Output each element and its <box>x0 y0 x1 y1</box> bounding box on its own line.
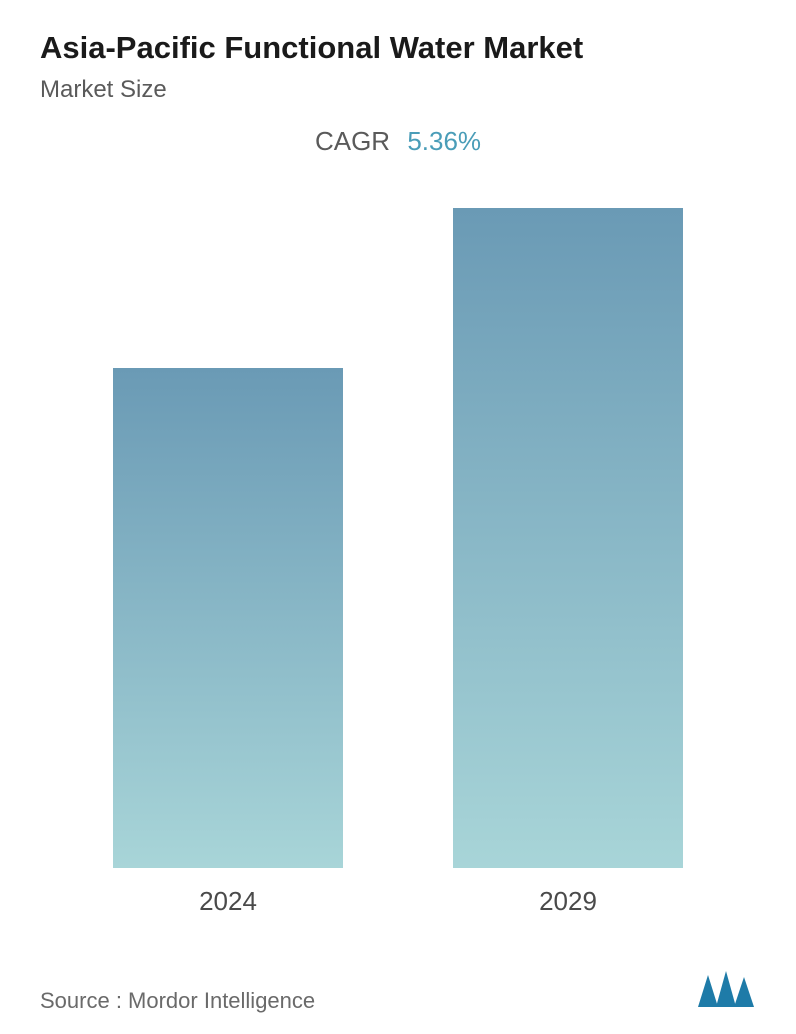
chart-area: 2024 2029 <box>40 197 756 937</box>
bar-group-0: 2024 <box>113 197 343 917</box>
logo-icon <box>696 967 756 1009</box>
bar-group-1: 2029 <box>453 197 683 917</box>
chart-container: Asia-Pacific Functional Water Market Mar… <box>0 0 796 1034</box>
bar-label-0: 2024 <box>199 886 257 917</box>
chart-subtitle: Market Size <box>40 76 756 104</box>
source-text: Source : Mordor Intelligence <box>40 988 315 1014</box>
logo <box>696 967 756 1014</box>
bar-0 <box>113 368 343 868</box>
chart-title: Asia-Pacific Functional Water Market <box>40 30 756 66</box>
footer: Source : Mordor Intelligence <box>40 937 756 1014</box>
bar-1 <box>453 208 683 868</box>
cagr-value: 5.36% <box>407 126 481 156</box>
cagr-label: CAGR <box>315 126 390 156</box>
cagr-row: CAGR 5.36% <box>40 126 756 157</box>
bar-label-1: 2029 <box>539 886 597 917</box>
